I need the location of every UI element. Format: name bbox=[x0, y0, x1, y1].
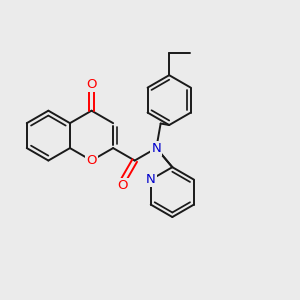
Text: N: N bbox=[146, 173, 156, 186]
Text: O: O bbox=[86, 154, 97, 167]
Text: O: O bbox=[117, 179, 128, 193]
Text: O: O bbox=[86, 78, 97, 92]
Text: N: N bbox=[152, 142, 161, 154]
